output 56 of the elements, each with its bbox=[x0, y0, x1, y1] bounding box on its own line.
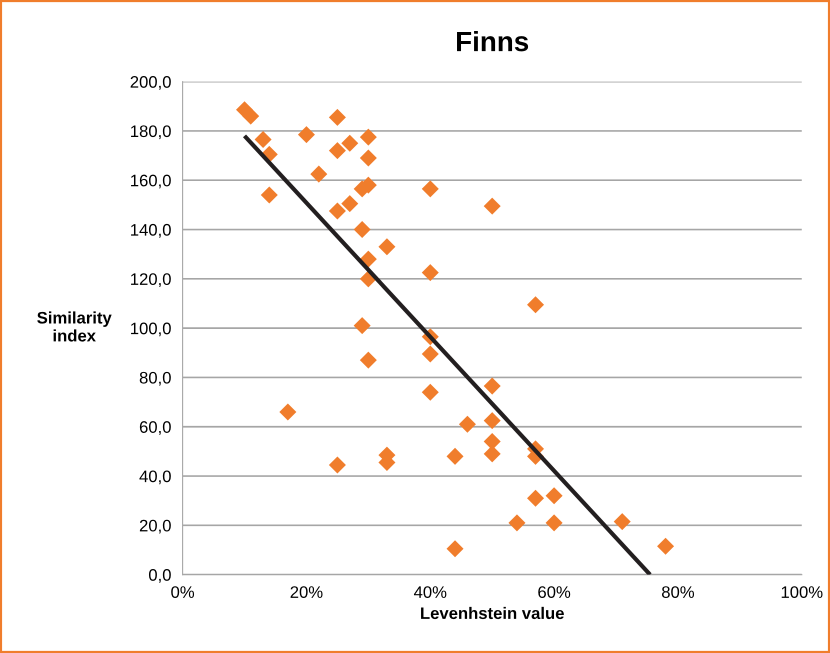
y-axis-title: Similarity index bbox=[37, 311, 112, 342]
point bbox=[422, 264, 439, 282]
point bbox=[546, 514, 563, 532]
x-tick-label: 0% bbox=[171, 586, 194, 598]
point bbox=[508, 514, 526, 532]
x-axis-title: Levenhstein value bbox=[421, 606, 564, 620]
y-tick-label: 120,0 bbox=[131, 273, 171, 288]
x-tick-label: 40% bbox=[414, 586, 446, 598]
point bbox=[422, 180, 439, 198]
point bbox=[254, 131, 272, 148]
point bbox=[484, 412, 501, 430]
y-tick-label: 20,0 bbox=[140, 520, 171, 534]
chart-title: Finns bbox=[457, 30, 528, 52]
point bbox=[527, 296, 544, 314]
y-tick-label: 200,0 bbox=[130, 76, 171, 90]
point bbox=[484, 378, 501, 395]
point bbox=[328, 108, 346, 126]
point bbox=[422, 346, 439, 363]
point bbox=[446, 540, 464, 558]
point bbox=[310, 166, 328, 183]
point bbox=[657, 538, 674, 555]
x-tick-label: 100% bbox=[782, 586, 822, 598]
point bbox=[446, 448, 464, 465]
y-tick-label: 80,0 bbox=[140, 372, 171, 386]
point bbox=[614, 513, 631, 530]
x-tick-label: 20% bbox=[290, 586, 323, 598]
point bbox=[484, 198, 501, 215]
x-tick-label: 60% bbox=[538, 586, 570, 598]
y-tick-label: 60,0 bbox=[140, 421, 171, 435]
y-tick-label: 100,0 bbox=[131, 322, 171, 336]
point bbox=[360, 150, 377, 167]
point bbox=[242, 108, 260, 125]
point bbox=[328, 202, 346, 220]
point bbox=[527, 490, 544, 507]
y-tick-label: 140,0 bbox=[131, 224, 171, 238]
point bbox=[354, 317, 371, 334]
point bbox=[378, 238, 396, 256]
point bbox=[341, 134, 358, 152]
point bbox=[360, 128, 377, 146]
point bbox=[260, 186, 278, 204]
point bbox=[298, 126, 315, 144]
point bbox=[458, 416, 476, 433]
y-tick-label: 160,0 bbox=[131, 174, 171, 188]
y-tick-label: 0,0 bbox=[148, 569, 171, 583]
point bbox=[354, 221, 371, 238]
point bbox=[422, 384, 439, 401]
point bbox=[279, 403, 296, 420]
x-tick-label: 80% bbox=[662, 586, 694, 598]
y-tick-label: 180,0 bbox=[131, 125, 171, 140]
point bbox=[328, 456, 346, 474]
point bbox=[360, 352, 377, 369]
point bbox=[328, 142, 346, 160]
point bbox=[360, 250, 377, 268]
point bbox=[341, 195, 358, 212]
point bbox=[546, 487, 563, 504]
y-tick-label: 40,0 bbox=[139, 470, 171, 484]
